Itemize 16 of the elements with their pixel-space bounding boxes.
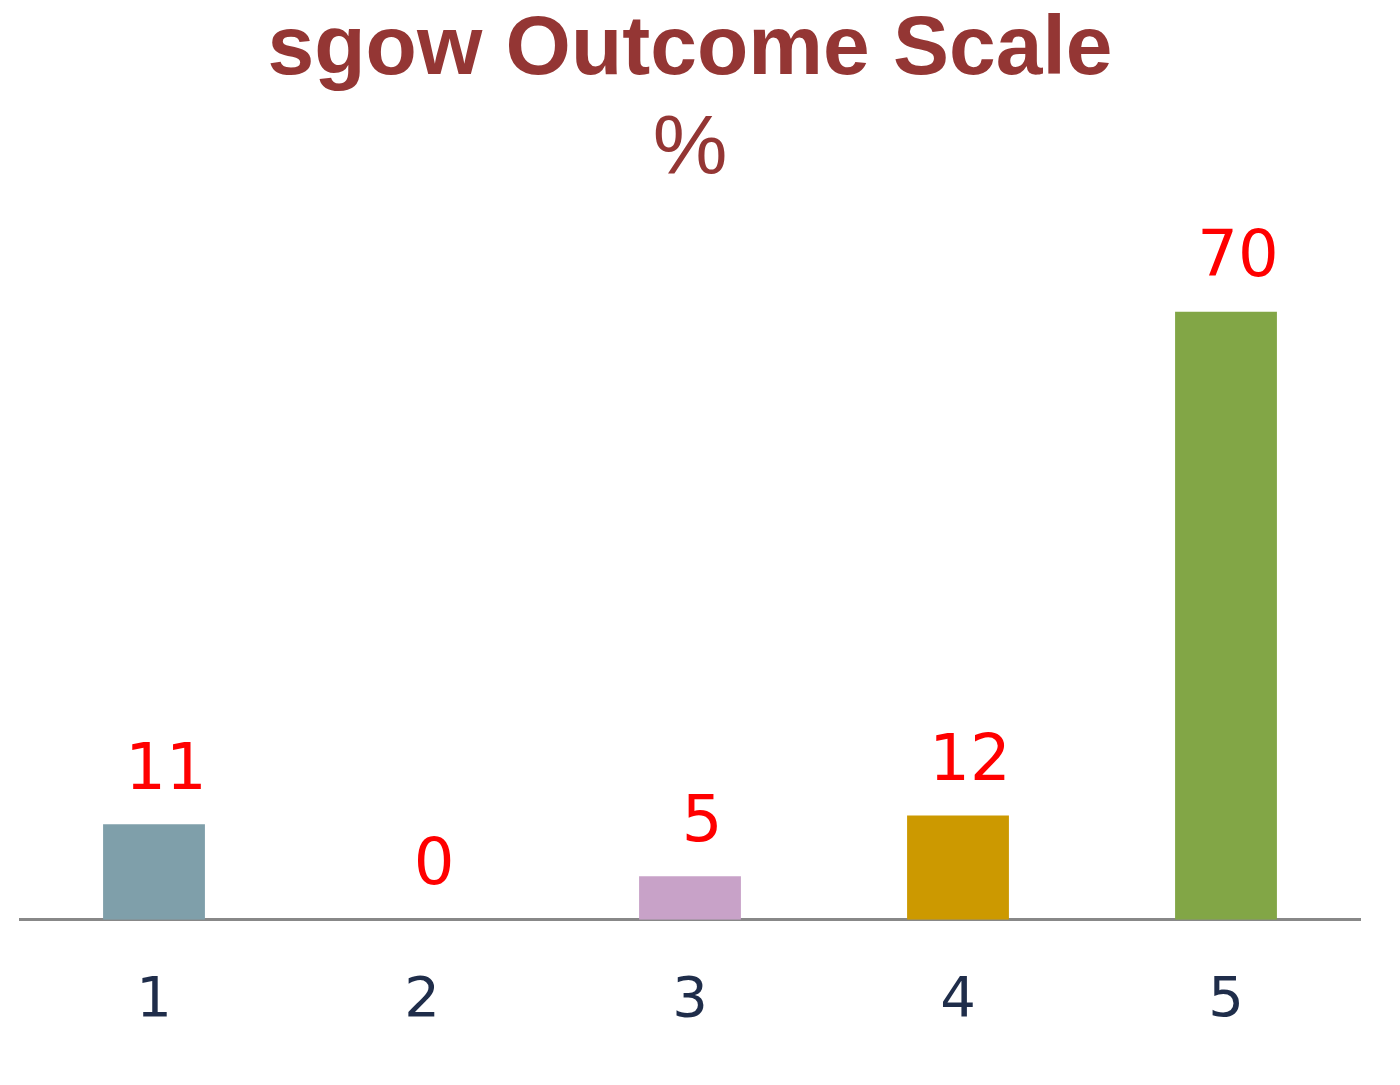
- data-label: 5: [681, 781, 723, 856]
- x-tick-label: 3: [672, 963, 708, 1029]
- data-label: 11: [125, 729, 207, 804]
- bar: [907, 815, 1009, 920]
- x-tick-label: 4: [940, 963, 976, 1029]
- bar: [1175, 311, 1277, 920]
- data-label: 70: [1197, 217, 1279, 292]
- x-tick-label: 1: [136, 963, 172, 1029]
- data-label: 0: [413, 825, 455, 900]
- chart-title: sgow Outcome Scale: [267, 0, 1113, 92]
- data-label: 12: [929, 721, 1011, 796]
- x-tick-label: 5: [1208, 963, 1244, 1029]
- x-tick-label: 2: [404, 963, 440, 1029]
- bar: [639, 876, 741, 920]
- bar: [103, 824, 205, 920]
- chart-subtitle: %: [652, 98, 728, 193]
